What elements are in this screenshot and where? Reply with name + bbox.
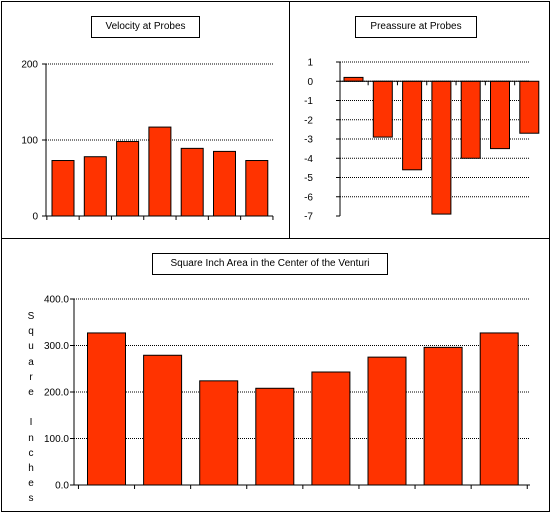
velocity-chart-panel: 0 100 200 Velocity at Probes bbox=[1, 1, 290, 239]
y-tick-label: 0 bbox=[307, 77, 313, 88]
y-tick-label: 400.0 bbox=[44, 295, 69, 306]
bar bbox=[116, 141, 140, 217]
bar bbox=[51, 160, 75, 217]
area-chart-y-axis-label: S q u a r e I n c h e s bbox=[27, 311, 35, 505]
area-chart: 0.0 100.0 200.0 300.0 400.0 bbox=[44, 295, 530, 492]
bar bbox=[343, 76, 364, 82]
y-tick-label: -5 bbox=[304, 173, 313, 184]
pressure-chart-title: Preassure at Probes bbox=[355, 16, 477, 38]
bar bbox=[490, 80, 510, 150]
y-tick-label: -4 bbox=[304, 154, 313, 165]
bar bbox=[423, 346, 463, 486]
y-tick-label: -3 bbox=[304, 135, 313, 146]
y-tick-label: -6 bbox=[304, 192, 313, 203]
y-tick-label: 300.0 bbox=[44, 341, 69, 352]
bar bbox=[311, 371, 351, 486]
bar bbox=[143, 354, 183, 486]
bar bbox=[460, 80, 481, 159]
bar bbox=[402, 80, 423, 171]
y-tick-label: 0.0 bbox=[55, 481, 69, 492]
area-chart-panel: 0.0 100.0 200.0 300.0 400.0 Square Inch Area… bbox=[1, 238, 550, 512]
bar bbox=[367, 356, 407, 486]
y-tick-label: -2 bbox=[304, 115, 313, 126]
y-tick-label: 200 bbox=[21, 60, 38, 71]
pressure-chart: 1 0 -1 -2 -3 -4 -5 -6 -7 bbox=[304, 58, 540, 223]
y-tick-label: 100 bbox=[21, 136, 38, 147]
area-chart-title: Square Inch Area in the Center of the Ve… bbox=[152, 253, 388, 275]
pressure-chart-panel: 1 0 -1 -2 -3 -4 -5 -6 -7 Preassure at Probes bbox=[289, 1, 550, 239]
bar bbox=[245, 160, 269, 217]
y-tick-label: 100.0 bbox=[44, 434, 69, 445]
bar bbox=[87, 332, 126, 486]
bar bbox=[479, 332, 519, 486]
bar bbox=[213, 150, 236, 217]
bar bbox=[372, 80, 393, 138]
velocity-chart: 0 100 200 bbox=[21, 60, 274, 223]
bar bbox=[180, 147, 204, 217]
bar bbox=[431, 80, 452, 215]
y-tick-label: 1 bbox=[307, 58, 313, 69]
bar bbox=[83, 156, 107, 217]
y-tick-label: -7 bbox=[304, 212, 313, 223]
bar bbox=[148, 126, 172, 217]
bar bbox=[199, 380, 239, 486]
bar bbox=[255, 387, 295, 486]
y-tick-label: 200.0 bbox=[44, 388, 69, 399]
y-tick-label: -1 bbox=[304, 96, 313, 107]
y-tick-label: 0 bbox=[32, 212, 38, 223]
velocity-chart-title: Velocity at Probes bbox=[91, 16, 200, 38]
bar bbox=[519, 80, 540, 134]
